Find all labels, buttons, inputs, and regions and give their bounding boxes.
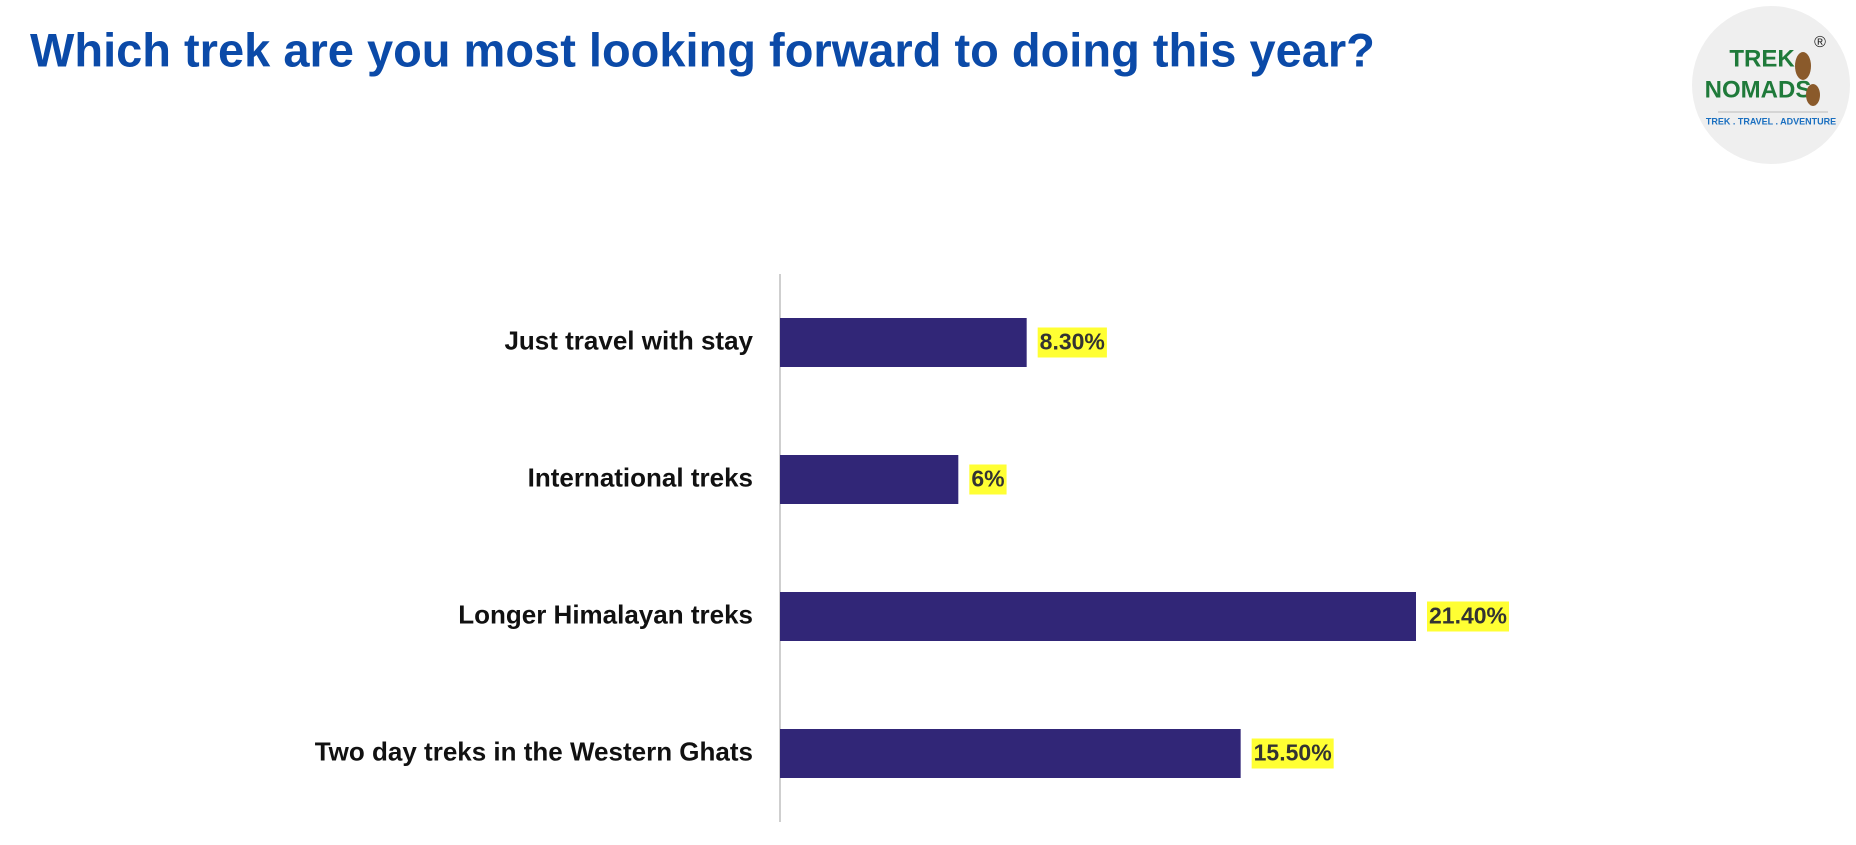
value-label-highlight — [969, 464, 1007, 495]
logo-footprint — [1806, 84, 1820, 106]
value-label: 21.40% — [1429, 603, 1507, 629]
logo-tagline: TREK . TRAVEL . ADVENTURE — [1706, 116, 1836, 126]
value-label: 15.50% — [1254, 740, 1332, 766]
bar — [780, 318, 1027, 367]
value-label-highlight — [1427, 601, 1510, 632]
bar — [780, 729, 1241, 778]
category-label: Just travel with stay — [504, 325, 753, 355]
logo: TREK NOMADS ® TREK . TRAVEL . ADVENTURE — [1692, 6, 1850, 164]
logo-mark: ® — [1814, 34, 1826, 51]
value-label-group: 21.40% — [1427, 601, 1510, 632]
logo-badge — [1692, 6, 1850, 164]
logo-text: TREK — [1729, 45, 1795, 72]
bar — [780, 592, 1416, 641]
value-label-highlight — [1037, 327, 1107, 358]
value-label: 8.30% — [1040, 329, 1105, 355]
value-label: 6% — [971, 466, 1004, 492]
category-label: Two day treks in the Western Ghats — [315, 736, 753, 766]
logo-text: NOMADS — [1705, 76, 1812, 103]
category-label: Longer Himalayan treks — [458, 599, 753, 629]
value-label-group: 15.50% — [1251, 738, 1334, 769]
logo-footprint — [1795, 52, 1811, 80]
category-label: International treks — [528, 462, 753, 492]
value-label-group: 6% — [969, 464, 1007, 495]
chart-title: Which trek are you most looking forward … — [30, 23, 1375, 76]
value-label-highlight — [1251, 738, 1334, 769]
bar — [780, 455, 959, 504]
value-label-group: 8.30% — [1037, 327, 1107, 358]
